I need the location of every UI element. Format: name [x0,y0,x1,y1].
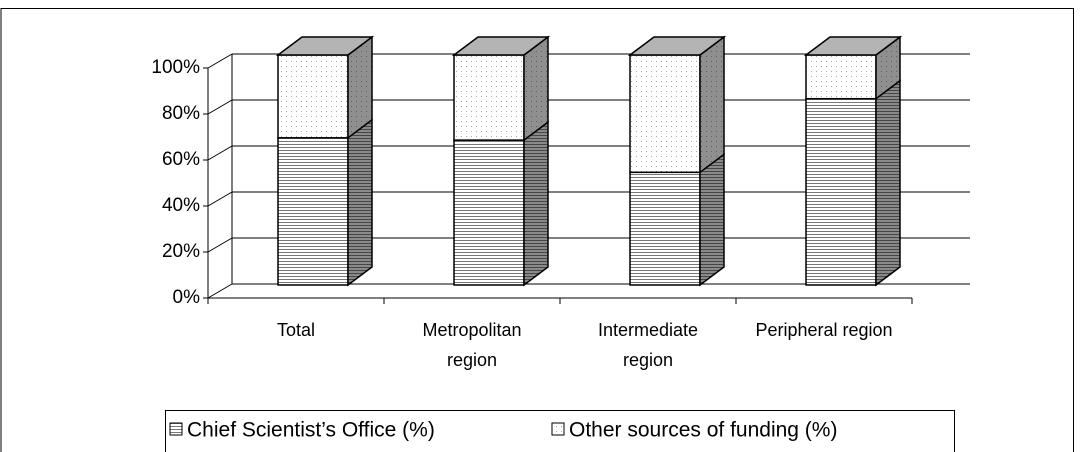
side-grid-line [207,53,233,69]
side-grid-line [207,145,233,161]
bar-side [347,118,373,287]
x-tick-label: Intermediate region [597,320,699,370]
legend-swatch [169,422,183,436]
bar-segment [453,54,525,141]
bar-top [275,36,375,56]
bar-segment [277,54,349,139]
legend-label: Other sources of funding (%) [569,419,837,442]
bar-top [803,36,903,56]
x-tick-label: Metropolitan region [422,320,522,370]
side-grid-line [207,191,233,207]
bar-side [523,120,549,287]
bar-top [451,36,551,56]
bar-top [627,36,727,56]
y-tick-label: 40% [162,195,200,216]
y-tick-label: 60% [162,149,200,170]
bar-side [699,152,725,287]
bar-segment [277,137,349,286]
x-tick-label: Peripheral region [755,320,893,340]
y-tick-label: 100% [151,57,200,78]
side-grid-line [207,99,233,115]
side-grid-line [207,237,233,253]
bar-segment [805,97,877,286]
bar-side [699,35,725,174]
side-grid-line [207,283,233,299]
legend-swatch [551,422,565,436]
y-tick-label: 80% [162,103,200,124]
bar-segment [453,139,525,286]
bar-segment [629,54,701,174]
frame [0,8,1074,452]
bar-side [875,79,901,287]
legend-label: Chief Scientist’s Office (%) [187,419,435,442]
y-tick-label: 20% [162,241,200,262]
x-tick-label: Total [276,320,316,340]
bar-segment [629,171,701,286]
y-tick-label: 0% [173,287,201,308]
bar-segment [805,54,877,100]
